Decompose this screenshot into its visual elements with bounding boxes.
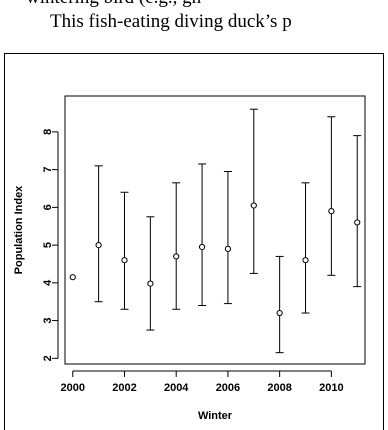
data-point — [302, 257, 309, 264]
error-bar — [353, 135, 362, 288]
data-point — [121, 257, 128, 264]
data-point — [328, 208, 335, 215]
error-bar — [198, 163, 207, 306]
data-point — [224, 245, 232, 252]
caption: wintering bird (e.g., gh This fish-eatin… — [0, 0, 388, 40]
y-tick-label: 3 — [42, 318, 54, 324]
chart-panel — [4, 53, 384, 430]
y-axis-title: Population Index — [13, 185, 25, 274]
x-axis-title: Winter — [198, 410, 233, 422]
data-point — [276, 309, 283, 317]
x-axis: 2000 2002 2004 2006 2008 2010 — [61, 370, 344, 394]
data-point — [147, 280, 154, 287]
y-tick-label: 2 — [42, 355, 54, 361]
x-tick-label: 2000 — [61, 382, 85, 394]
error-bar — [94, 165, 103, 303]
error-bar — [327, 116, 336, 276]
y-tick-label: 8 — [42, 129, 54, 135]
x-tick-label: 2002 — [112, 382, 136, 394]
error-bar — [249, 108, 258, 274]
data-point — [354, 219, 361, 226]
data-point — [95, 241, 102, 249]
caption-line-2: This fish-eating diving duck’s p — [50, 11, 292, 32]
y-tick-label: 6 — [42, 204, 54, 210]
data-point — [250, 202, 257, 209]
error-bar — [301, 182, 310, 314]
caption-line-1: wintering bird (e.g., gh — [26, 0, 201, 8]
y-tick-label: 5 — [42, 242, 54, 248]
error-bar — [223, 170, 232, 305]
error-bar — [172, 182, 181, 310]
x-tick-label: 2008 — [267, 382, 291, 394]
error-bar — [120, 191, 129, 310]
plot-box — [64, 95, 366, 365]
error-bar — [146, 216, 155, 331]
data-marks — [69, 108, 362, 354]
data-point — [198, 243, 206, 251]
x-tick-label: 2006 — [216, 382, 240, 394]
data-point — [173, 253, 180, 260]
error-bar — [275, 255, 284, 354]
x-tick-label: 2010 — [319, 382, 343, 394]
y-axis: 2 3 4 5 6 7 8 — [42, 129, 59, 361]
x-tick-label: 2004 — [164, 382, 189, 394]
data-point — [69, 274, 76, 281]
y-tick-label: 7 — [42, 167, 54, 173]
y-tick-label: 4 — [42, 279, 54, 286]
